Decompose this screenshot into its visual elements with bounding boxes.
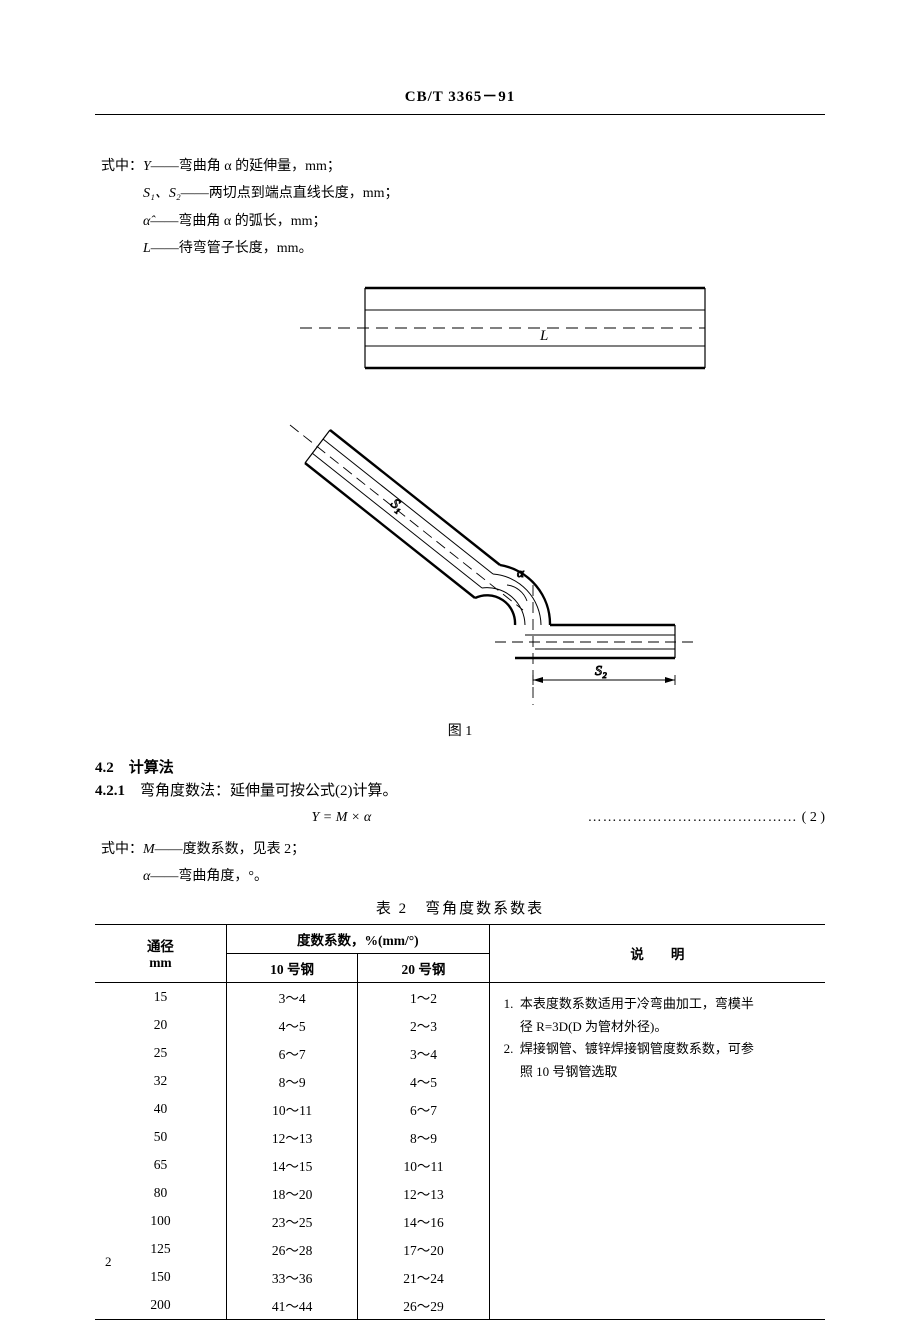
table-cell-diameter: 65 xyxy=(95,1151,226,1179)
th-notes: 说 明 xyxy=(489,924,825,982)
table-cell-s20: 6～7 xyxy=(358,1095,489,1123)
section-4-2-1: 4.2.1 弯角度数法：延伸量可按公式(2)计算。 xyxy=(95,779,825,800)
def-desc-3: 待弯管子长度，mm。 xyxy=(179,235,313,262)
def2-sym-0: M xyxy=(143,836,155,863)
th-coef-group: 度数系数，%(mm/°) xyxy=(226,924,489,953)
table-cell-s20: 2～3 xyxy=(358,1011,489,1039)
table-cell-s10: 33～36 xyxy=(226,1263,357,1291)
table-2-caption: 表 2 弯角度数系数表 xyxy=(95,897,825,918)
definitions-2: 式中： M —— 度数系数，见表 2； α —— 弯曲角度，°。 xyxy=(101,836,825,891)
table-cell-diameter: 50 xyxy=(95,1123,226,1151)
table-cell-s10: 14～15 xyxy=(226,1151,357,1179)
def-sym-3: L xyxy=(143,235,151,262)
section-4-2: 4.2 计算法 xyxy=(95,756,825,777)
table-cell-diameter: 150 xyxy=(95,1263,226,1291)
table-2: 通径mm 度数系数，%(mm/°) 说 明 10 号钢 20 号钢 153～41… xyxy=(95,924,825,1320)
formula-2-dots: …………………………………… xyxy=(588,810,798,826)
definitions-block: 式中： Y —— 弯曲角 α 的延伸量，mm； S₁、S₂ —— 两切点到端点直… xyxy=(101,153,825,262)
table-cell-s10: 6～7 xyxy=(226,1039,357,1067)
formula-2-expr: Y = M × α xyxy=(95,810,588,826)
table-cell-s20: 17～20 xyxy=(358,1235,489,1263)
fig1-label-S1: S₁ xyxy=(388,497,407,516)
def-desc-0: 弯曲角 α 的延伸量，mm； xyxy=(179,153,341,180)
table-cell-diameter: 200 xyxy=(95,1291,226,1320)
table-cell-diameter: 40 xyxy=(95,1095,226,1123)
table-cell-diameter: 125 xyxy=(95,1235,226,1263)
def-dash: —— xyxy=(151,153,179,180)
table-cell-s20: 4～5 xyxy=(358,1067,489,1095)
table-cell-diameter: 15 xyxy=(95,982,226,1011)
table-cell-s10: 3～4 xyxy=(226,982,357,1011)
th-diameter: 通径mm xyxy=(95,924,226,982)
table-cell-s10: 12～13 xyxy=(226,1123,357,1151)
table-cell-s20: 14～16 xyxy=(358,1207,489,1235)
th-steel20: 20 号钢 xyxy=(358,953,489,982)
table-cell-s10: 4～5 xyxy=(226,1011,357,1039)
table-cell-s10: 23～25 xyxy=(226,1207,357,1235)
table-cell-s20: 1～2 xyxy=(358,982,489,1011)
th-steel10: 10 号钢 xyxy=(226,953,357,982)
def-sym-0: Y xyxy=(143,153,151,180)
table-cell-s20: 12～13 xyxy=(358,1179,489,1207)
fig1-label-alpha: α xyxy=(517,565,525,580)
table-cell-s10: 8～9 xyxy=(226,1067,357,1095)
table-cell-diameter: 32 xyxy=(95,1067,226,1095)
table-cell-diameter: 80 xyxy=(95,1179,226,1207)
table-cell-s20: 8～9 xyxy=(358,1123,489,1151)
table-notes-cell: 1. 本表度数系数适用于冷弯曲加工，弯模半径 R=3D(D 为管材外径)。2. … xyxy=(489,982,825,1319)
table-cell-diameter: 25 xyxy=(95,1039,226,1067)
table-cell-s20: 10～11 xyxy=(358,1151,489,1179)
formula-2: Y = M × α …………………………………… ( 2 ) xyxy=(95,810,825,826)
figure-1: L xyxy=(95,280,825,710)
def-desc-1: 两切点到端点直线长度，mm； xyxy=(209,180,399,207)
table-cell-s20: 21～24 xyxy=(358,1263,489,1291)
standard-code: CB/T 3365－91 xyxy=(95,85,825,115)
table-cell-s10: 26～28 xyxy=(226,1235,357,1263)
def2-desc-0: 度数系数，见表 2； xyxy=(183,836,306,863)
def-lead: 式中： xyxy=(101,153,143,180)
fig1-label-L: L xyxy=(539,328,548,344)
table-cell-s10: 41～44 xyxy=(226,1291,357,1320)
table-cell-s10: 18～20 xyxy=(226,1179,357,1207)
def-desc-2: 弯曲角 α 的弧长，mm； xyxy=(178,208,326,235)
figure-1-caption: 图 1 xyxy=(95,720,825,740)
formula-2-num: ( 2 ) xyxy=(802,810,825,826)
table-cell-s20: 3～4 xyxy=(358,1039,489,1067)
table-cell-s10: 10～11 xyxy=(226,1095,357,1123)
table-cell-diameter: 20 xyxy=(95,1011,226,1039)
table-cell-diameter: 100 xyxy=(95,1207,226,1235)
def2-desc-1: 弯曲角度，°。 xyxy=(178,863,268,890)
fig1-label-S2: S₂ xyxy=(595,664,607,679)
def-sym-1: S₁、S₂ xyxy=(143,180,181,207)
table-cell-s20: 26～29 xyxy=(358,1291,489,1320)
page-number: 2 xyxy=(105,1254,112,1270)
